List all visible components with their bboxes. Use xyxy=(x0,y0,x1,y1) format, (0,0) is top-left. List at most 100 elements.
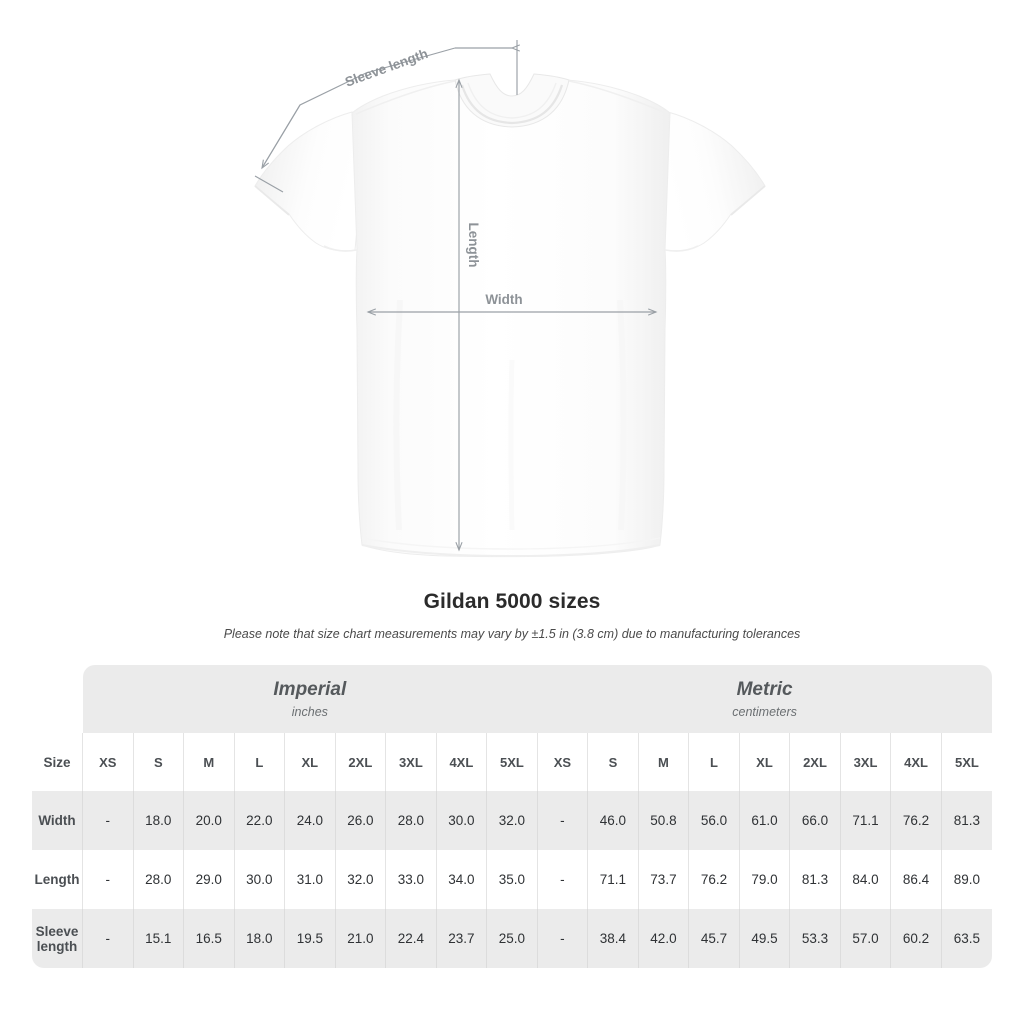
cell-width-imperial-5xl: 32.0 xyxy=(486,791,538,850)
table-row: Width - 18.0 20.0 22.0 24.0 26.0 28.0 30… xyxy=(32,791,992,850)
table-row: Sleeve length - 15.1 16.5 18.0 19.5 21.0… xyxy=(32,909,992,968)
cell-width-metric-3xl: 71.1 xyxy=(840,791,892,850)
cell-length-imperial-4xl: 34.0 xyxy=(436,850,488,909)
metric-unit-cell: Metric centimeters xyxy=(537,665,992,733)
cell-width-imperial-xl: 24.0 xyxy=(284,791,336,850)
size-header-imperial-s: S xyxy=(133,733,185,791)
cell-length-imperial-2xl: 32.0 xyxy=(335,850,387,909)
cell-length-metric-2xl: 81.3 xyxy=(789,850,841,909)
cell-width-imperial-4xl: 30.0 xyxy=(436,791,488,850)
size-table-body: Imperial inches Metric centimeters Size … xyxy=(32,665,992,968)
cell-length-metric-m: 73.7 xyxy=(638,850,690,909)
size-header-imperial-3xl: 3XL xyxy=(385,733,437,791)
cell-sleeve-imperial-5xl: 25.0 xyxy=(486,909,538,968)
cell-length-imperial-xs: - xyxy=(82,850,134,909)
size-header-metric-3xl: 3XL xyxy=(840,733,892,791)
cell-width-imperial-xs: - xyxy=(82,791,134,850)
table-row: Length - 28.0 29.0 30.0 31.0 32.0 33.0 3… xyxy=(32,850,992,909)
cell-length-metric-3xl: 84.0 xyxy=(840,850,892,909)
size-chart-table: Imperial inches Metric centimeters Size … xyxy=(32,665,992,968)
cell-width-metric-5xl: 81.3 xyxy=(941,791,992,850)
cell-width-metric-4xl: 76.2 xyxy=(890,791,942,850)
cell-length-imperial-s: 28.0 xyxy=(133,850,185,909)
size-header-metric-m: M xyxy=(638,733,690,791)
cell-sleeve-metric-l: 45.7 xyxy=(688,909,740,968)
sleeve-end-tick xyxy=(254,175,284,193)
metric-unit-sub: centimeters xyxy=(732,705,797,720)
row-label-length: Length xyxy=(32,850,84,909)
cell-width-metric-s: 46.0 xyxy=(587,791,639,850)
tshirt-illustration: Sleeve length Length Width xyxy=(254,40,766,558)
cell-sleeve-metric-s: 38.4 xyxy=(587,909,639,968)
size-header-metric-xl: XL xyxy=(739,733,791,791)
cell-sleeve-metric-2xl: 53.3 xyxy=(789,909,841,968)
cell-sleeve-imperial-xs: - xyxy=(82,909,134,968)
cell-sleeve-imperial-2xl: 21.0 xyxy=(335,909,387,968)
size-header-row: Size XS S M L XL 2XL 3XL 4XL 5XL XS S M … xyxy=(32,733,992,791)
size-header-imperial-5xl: 5XL xyxy=(486,733,538,791)
cell-sleeve-imperial-l: 18.0 xyxy=(234,909,286,968)
cell-length-metric-l: 76.2 xyxy=(688,850,740,909)
shirt-shape xyxy=(254,73,766,558)
size-header-imperial-xl: XL xyxy=(284,733,336,791)
size-header-metric-4xl: 4XL xyxy=(890,733,942,791)
cell-sleeve-metric-xl: 49.5 xyxy=(739,909,791,968)
size-header-metric-xs: XS xyxy=(537,733,589,791)
cell-width-imperial-2xl: 26.0 xyxy=(335,791,387,850)
cell-sleeve-imperial-m: 16.5 xyxy=(183,909,235,968)
cell-length-metric-xs: - xyxy=(537,850,589,909)
imperial-unit-name: Imperial xyxy=(273,678,347,700)
cell-width-imperial-s: 18.0 xyxy=(133,791,185,850)
page-title: Gildan 5000 sizes xyxy=(423,590,601,613)
cell-sleeve-imperial-3xl: 22.4 xyxy=(385,909,437,968)
cell-length-imperial-l: 30.0 xyxy=(234,850,286,909)
cell-length-metric-5xl: 89.0 xyxy=(941,850,992,909)
row-label-width: Width xyxy=(32,791,84,850)
sleeve-length-label: Sleeve length xyxy=(343,46,430,90)
cell-sleeve-imperial-4xl: 23.7 xyxy=(436,909,488,968)
cell-length-imperial-5xl: 35.0 xyxy=(486,850,538,909)
cell-sleeve-metric-m: 42.0 xyxy=(638,909,690,968)
measurement-annotations xyxy=(254,40,658,552)
cell-length-metric-s: 71.1 xyxy=(587,850,639,909)
cell-width-metric-2xl: 66.0 xyxy=(789,791,841,850)
cell-length-imperial-m: 29.0 xyxy=(183,850,235,909)
size-header-imperial-xs: XS xyxy=(82,733,134,791)
cell-width-imperial-3xl: 28.0 xyxy=(385,791,437,850)
cell-length-imperial-xl: 31.0 xyxy=(284,850,336,909)
cell-length-imperial-3xl: 33.0 xyxy=(385,850,437,909)
row-label-sleeve-length: Sleeve length xyxy=(32,909,84,968)
cell-length-metric-xl: 79.0 xyxy=(739,850,791,909)
size-table-container: Imperial inches Metric centimeters Size … xyxy=(0,641,1024,968)
size-header-metric-2xl: 2XL xyxy=(789,733,841,791)
cell-sleeve-imperial-s: 15.1 xyxy=(133,909,185,968)
size-column-header: Size xyxy=(32,733,84,791)
cell-width-metric-l: 56.0 xyxy=(688,791,740,850)
unit-banner-row: Imperial inches Metric centimeters xyxy=(32,665,992,733)
metric-unit-name: Metric xyxy=(736,678,793,700)
cell-sleeve-metric-xs: - xyxy=(537,909,589,968)
cell-width-metric-xs: - xyxy=(537,791,589,850)
cell-length-metric-4xl: 86.4 xyxy=(890,850,942,909)
cell-width-metric-xl: 61.0 xyxy=(739,791,791,850)
size-header-imperial-4xl: 4XL xyxy=(436,733,488,791)
cell-width-imperial-m: 20.0 xyxy=(183,791,235,850)
unit-spacer-cell xyxy=(32,665,83,733)
cell-sleeve-metric-5xl: 63.5 xyxy=(941,909,992,968)
chart-header: Gildan 5000 sizes Please note that size … xyxy=(0,580,1024,641)
cell-width-metric-m: 50.8 xyxy=(638,791,690,850)
cell-sleeve-metric-3xl: 57.0 xyxy=(840,909,892,968)
cell-sleeve-imperial-xl: 19.5 xyxy=(284,909,336,968)
cell-sleeve-metric-4xl: 60.2 xyxy=(890,909,942,968)
size-header-metric-5xl: 5XL xyxy=(941,733,992,791)
cell-width-imperial-l: 22.0 xyxy=(234,791,286,850)
size-header-metric-l: L xyxy=(688,733,740,791)
length-label: Length xyxy=(466,223,481,268)
size-header-metric-s: S xyxy=(587,733,639,791)
imperial-unit-sub: inches xyxy=(291,705,328,720)
size-header-imperial-l: L xyxy=(234,733,286,791)
width-label: Width xyxy=(485,292,522,307)
size-header-imperial-2xl: 2XL xyxy=(335,733,387,791)
imperial-unit-cell: Imperial inches xyxy=(82,665,538,733)
tolerance-note: Please note that size chart measurements… xyxy=(223,627,801,641)
